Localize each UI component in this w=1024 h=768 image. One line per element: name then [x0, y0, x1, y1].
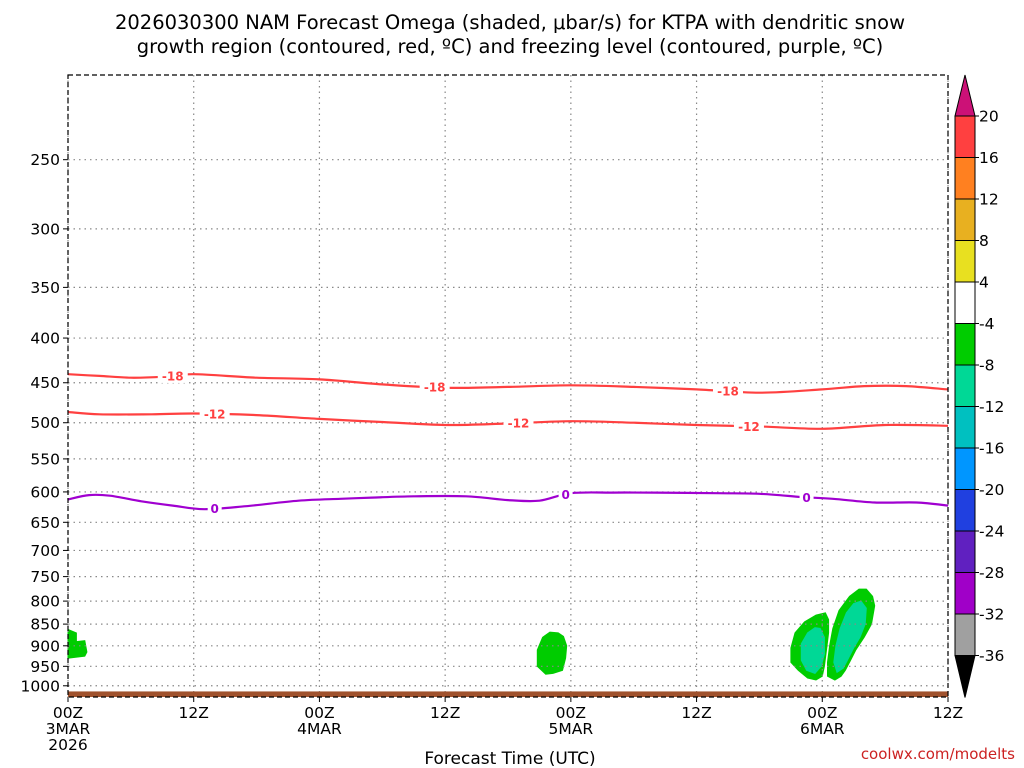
colorbar: 20 16 12 8 4 -4 -8 -12 -16 -20 -24 -28 -32 -36 [954, 74, 1004, 698]
colorbar-band-9 [954, 447, 976, 490]
y-tick-label-750: 750 [30, 568, 60, 586]
omega-region-1 [67, 628, 88, 659]
x-tick-label-h72-2: 6MAR [800, 720, 845, 738]
y-tick-label-300: 300 [30, 220, 60, 238]
y-tick-label-800: 800 [30, 593, 60, 611]
plot-frame [67, 74, 949, 698]
contour-label-bg-2-1 [558, 487, 573, 502]
chart-title-line2: growth region (contoured, red, ºC) and f… [137, 35, 884, 58]
colorbar-band-4 [954, 240, 976, 283]
contour-label-2-2: 0 [802, 491, 810, 505]
y-tick-label-900: 900 [30, 637, 60, 655]
colorbar-label-0: 20 [979, 108, 999, 126]
colorbar-bottom-arrow [954, 655, 976, 698]
colorbar-label-13: -36 [979, 647, 1004, 665]
colorbar-label-3: 8 [979, 232, 989, 250]
y-tick-label-1000: 1000 [21, 677, 60, 695]
contours: -18 -18 -18 -12 -12 -12 0 0 0 [67, 368, 949, 516]
x-tick-label-h60-1: 12Z [681, 704, 711, 722]
contour-label-1-0: -12 [204, 408, 226, 422]
contour-label-2-1: 0 [561, 488, 569, 502]
surface [68, 691, 948, 697]
contour-label-1-1: -12 [508, 417, 530, 431]
colorbar-label-2: 12 [979, 191, 999, 209]
contour-label-2-0: 0 [210, 502, 218, 516]
contour-line-1 [67, 410, 949, 430]
colorbar-band-10 [954, 489, 976, 532]
colorbar-band-8 [954, 406, 976, 449]
credit-text: coolwx.com/modelts [861, 745, 1015, 763]
colorbar-band-12 [954, 572, 976, 615]
colorbar-label-8: -16 [979, 440, 1004, 458]
y-tick-label-250: 250 [30, 151, 60, 169]
y-tick-label-950: 950 [30, 658, 60, 676]
contour-label-bg-1-2 [733, 419, 764, 434]
colorbar-label-1: 16 [979, 149, 999, 167]
x-tick-label-h24-1: 00Z [304, 704, 334, 722]
chart-title: 2026030300 NAM Forecast Omega (shaded, μ… [115, 11, 905, 58]
colorbar-band-5 [954, 281, 976, 324]
x-tick-label-h12-1: 12Z [179, 704, 209, 722]
x-tick-label-h24-2: 4MAR [297, 720, 342, 738]
contour-label-1-2: -12 [738, 420, 760, 434]
contour-label-bg-0-1 [419, 380, 450, 395]
plot-area: -18 -18 -18 -12 -12 -12 0 0 0 [67, 74, 949, 698]
contour-label-bg-1-0 [199, 407, 230, 422]
colorbar-label-9: -20 [979, 481, 1004, 499]
x-axis-title: Forecast Time (UTC) [424, 749, 595, 768]
colorbar-label-5: -4 [979, 315, 994, 333]
contour-label-bg-0-0 [157, 368, 188, 383]
y-axis: 250 300 350 400 450 500 550 600 650 700 750 800 850 9… [21, 151, 68, 695]
x-tick-label-h0-3: 2026 [48, 736, 87, 754]
omega-core-4 [833, 600, 867, 674]
y-tick-label-450: 450 [30, 374, 60, 392]
y-tick-label-600: 600 [30, 483, 60, 501]
y-tick-label-500: 500 [30, 414, 60, 432]
colorbar-label-10: -24 [979, 523, 1004, 541]
x-tick-label-h72-1: 00Z [807, 704, 837, 722]
colorbar-label-4: 4 [979, 274, 989, 292]
contour-label-0-0: -18 [162, 369, 184, 383]
colorbar-label-12: -32 [979, 606, 1004, 624]
colorbar-band-13 [954, 613, 976, 656]
terrain-band [68, 691, 948, 697]
omega-core-3 [800, 627, 825, 674]
chart-title-line1: 2026030300 NAM Forecast Omega (shaded, μ… [115, 11, 905, 34]
y-tick-label-400: 400 [30, 330, 60, 348]
contour-label-bg-1-1 [503, 416, 534, 431]
colorbar-label-11: -28 [979, 564, 1004, 582]
x-tick-label-h0-1: 00Z [53, 704, 83, 722]
colorbar-band-3 [954, 198, 976, 241]
contour-label-0-1: -18 [424, 381, 446, 395]
grid-lines [67, 75, 949, 697]
contour-label-bg-2-2 [799, 490, 814, 505]
x-tick-label-h0-2: 3MAR [46, 720, 91, 738]
x-tick-label-h48-1: 00Z [556, 704, 586, 722]
contour-label-bg-0-2 [713, 384, 743, 399]
colorbar-band-1 [954, 115, 976, 158]
colorbar-band-11 [954, 530, 976, 573]
contour-label-bg-2-0 [207, 501, 222, 516]
y-tick-label-650: 650 [30, 514, 60, 532]
colorbar-top-arrow [954, 74, 976, 117]
x-tick-label-h84-1: 12Z [933, 704, 963, 722]
x-tick-label-h48-2: 5MAR [549, 720, 594, 738]
colorbar-band-6 [954, 323, 976, 366]
colorbar-band-7 [954, 364, 976, 407]
y-tick-label-700: 700 [30, 542, 60, 560]
y-tick-label-350: 350 [30, 279, 60, 297]
y-tick-label-850: 850 [30, 616, 60, 634]
y-tick-label-550: 550 [30, 450, 60, 468]
colorbar-label-6: -8 [979, 357, 994, 375]
omega-shading [67, 588, 876, 681]
colorbar-band-2 [954, 157, 976, 200]
omega-region-2 [536, 631, 568, 675]
colorbar-label-7: -12 [979, 398, 1004, 416]
contour-label-0-2: -18 [717, 385, 739, 399]
x-tick-label-h36-1: 12Z [430, 704, 460, 722]
